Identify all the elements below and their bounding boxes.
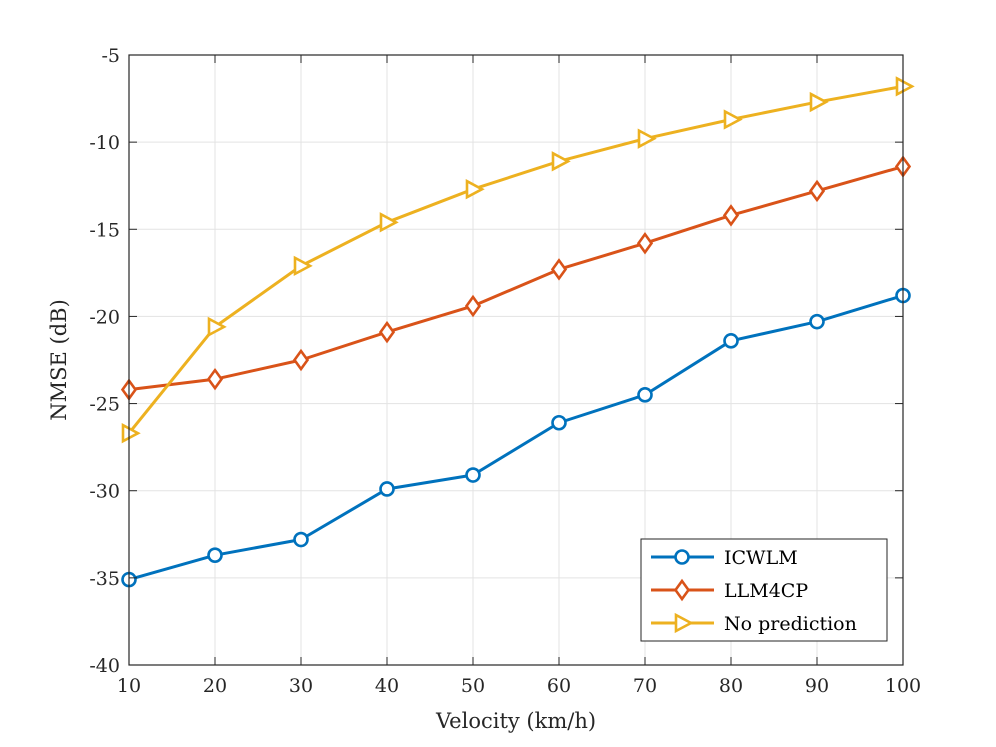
legend-marker-icwlm bbox=[674, 549, 690, 565]
series-layer bbox=[120, 76, 915, 588]
legend-item-llm4cp: LLM4CP bbox=[651, 578, 808, 602]
legend-label-icwlm: ICWLM bbox=[724, 547, 798, 569]
data-point-llm4cp bbox=[636, 232, 654, 255]
y-axis-label: NMSE (dB) bbox=[47, 299, 71, 421]
y-tick-label: -10 bbox=[89, 132, 120, 154]
y-tick-label: -20 bbox=[89, 306, 120, 328]
data-point-no-prediction bbox=[207, 316, 227, 338]
series-line-llm4cp bbox=[128, 165, 904, 392]
data-point-no-prediction bbox=[723, 109, 743, 130]
data-point-no-prediction bbox=[895, 76, 915, 97]
legend-label-no-prediction: No prediction bbox=[724, 613, 857, 635]
y-tick-label: -15 bbox=[89, 219, 120, 241]
x-tick-label: 80 bbox=[719, 675, 743, 697]
x-tick-label: 90 bbox=[805, 675, 829, 697]
series-llm4cp bbox=[120, 155, 912, 401]
series-icwlm bbox=[121, 287, 911, 588]
y-tick-label: -35 bbox=[89, 568, 120, 590]
data-point-icwlm bbox=[465, 467, 481, 483]
legend-label-llm4cp: LLM4CP bbox=[724, 580, 808, 602]
data-point-no-prediction bbox=[551, 151, 571, 172]
data-point-no-prediction bbox=[637, 128, 657, 149]
legend-marker-llm4cp bbox=[673, 578, 691, 602]
x-tick-label: 60 bbox=[547, 675, 571, 697]
series-line-no-prediction bbox=[127, 84, 904, 435]
data-point-llm4cp bbox=[808, 179, 826, 203]
y-tick-label: -30 bbox=[89, 481, 120, 503]
data-point-no-prediction bbox=[809, 91, 829, 113]
plot-area-border bbox=[128, 54, 904, 666]
data-point-llm4cp bbox=[722, 204, 740, 227]
data-point-llm4cp bbox=[550, 258, 568, 281]
data-point-icwlm bbox=[637, 387, 653, 403]
data-point-no-prediction bbox=[379, 212, 399, 233]
data-point-llm4cp bbox=[206, 367, 224, 391]
axis-ticks: 10 20 30 40 50 60 70 80 90 100 -40 -35 -30 -25 -20 -15 -… bbox=[89, 45, 921, 697]
legend: ICWLM LLM4CP No prediction bbox=[640, 538, 888, 642]
data-point-icwlm bbox=[207, 547, 223, 564]
y-tick-label: -5 bbox=[101, 45, 120, 67]
data-point-no-prediction bbox=[121, 423, 141, 444]
legend-item-icwlm: ICWLM bbox=[651, 547, 798, 569]
legend-item-no-prediction: No prediction bbox=[651, 612, 857, 635]
data-point-icwlm bbox=[379, 481, 395, 497]
data-point-no-prediction bbox=[465, 179, 485, 200]
series-no-prediction bbox=[121, 76, 915, 444]
x-tick-label: 70 bbox=[633, 675, 657, 697]
data-point-llm4cp bbox=[292, 348, 310, 372]
series-line-icwlm bbox=[128, 294, 904, 582]
x-tick-label: 30 bbox=[289, 675, 313, 697]
x-tick-label: 10 bbox=[117, 675, 141, 697]
x-tick-label: 40 bbox=[375, 675, 399, 697]
x-tick-label: 20 bbox=[203, 675, 227, 697]
data-point-icwlm bbox=[723, 333, 739, 349]
y-tick-label: -40 bbox=[89, 655, 120, 677]
data-point-no-prediction bbox=[293, 255, 313, 277]
data-point-icwlm bbox=[809, 313, 825, 330]
y-tick-label: -25 bbox=[89, 394, 120, 416]
data-point-icwlm bbox=[551, 414, 567, 431]
x-tick-label: 50 bbox=[461, 675, 485, 697]
x-axis-label: Velocity (km/h) bbox=[435, 709, 596, 733]
data-point-llm4cp bbox=[464, 294, 482, 318]
x-tick-label: 100 bbox=[885, 675, 921, 697]
legend-marker-no-prediction bbox=[674, 612, 694, 634]
data-point-icwlm bbox=[293, 531, 309, 548]
data-point-llm4cp bbox=[378, 320, 396, 344]
